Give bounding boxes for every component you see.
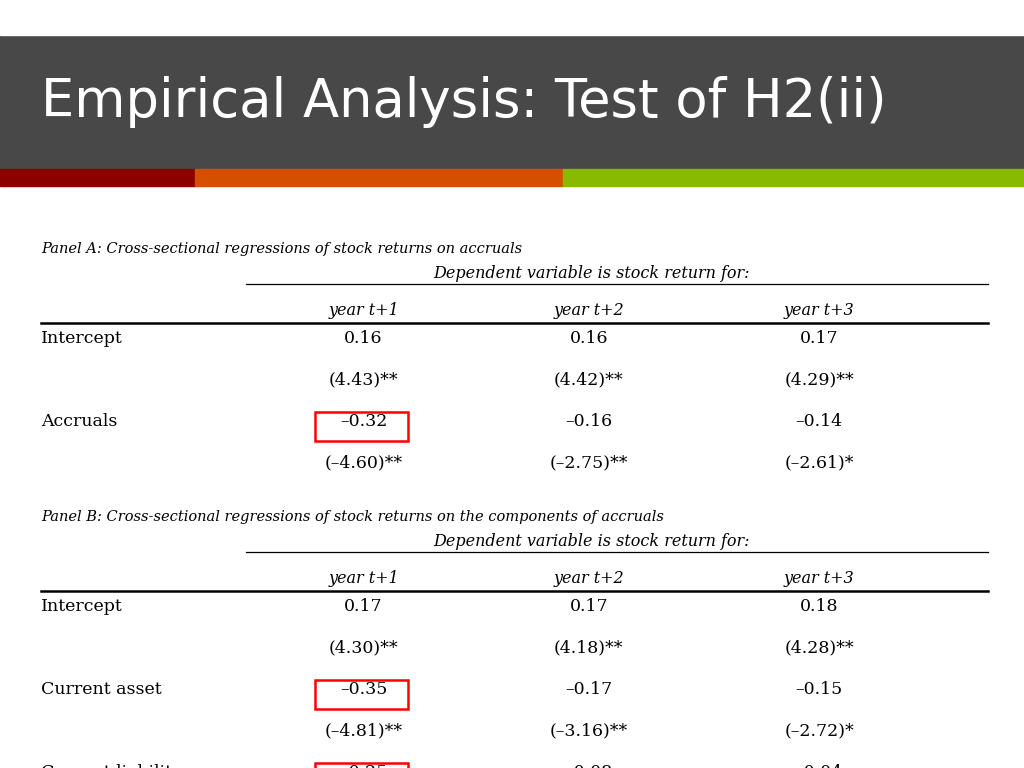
Text: year t+2: year t+2 bbox=[554, 302, 624, 319]
Text: –0.04: –0.04 bbox=[796, 764, 843, 768]
Text: 0.18: 0.18 bbox=[800, 598, 839, 615]
Text: 0.16: 0.16 bbox=[569, 330, 608, 347]
Text: (–3.16)**: (–3.16)** bbox=[550, 723, 628, 740]
Text: 0.17: 0.17 bbox=[344, 598, 383, 615]
Text: (4.29)**: (4.29)** bbox=[784, 372, 854, 389]
Text: Current asset: Current asset bbox=[41, 681, 162, 698]
Text: Intercept: Intercept bbox=[41, 330, 123, 347]
Text: Panel A: Cross-sectional regressions of stock returns on accruals: Panel A: Cross-sectional regressions of … bbox=[41, 242, 522, 256]
Text: (4.42)**: (4.42)** bbox=[554, 372, 624, 389]
Text: –0.16: –0.16 bbox=[565, 413, 612, 430]
Text: 0.16: 0.16 bbox=[344, 330, 383, 347]
Text: year t+3: year t+3 bbox=[784, 570, 854, 587]
Text: 0.17: 0.17 bbox=[800, 330, 839, 347]
Text: (4.28)**: (4.28)** bbox=[784, 640, 854, 657]
Text: –0.32: –0.32 bbox=[340, 413, 387, 430]
Text: year t+1: year t+1 bbox=[329, 570, 398, 587]
Text: (4.30)**: (4.30)** bbox=[329, 640, 398, 657]
Text: Empirical Analysis: Test of H2(ii): Empirical Analysis: Test of H2(ii) bbox=[41, 76, 887, 127]
Text: year t+1: year t+1 bbox=[329, 302, 398, 319]
Text: Intercept: Intercept bbox=[41, 598, 123, 615]
Text: –0.15: –0.15 bbox=[796, 681, 843, 698]
Text: (–4.81)**: (–4.81)** bbox=[325, 723, 402, 740]
Text: –0.35: –0.35 bbox=[340, 681, 387, 698]
Text: –0.14: –0.14 bbox=[796, 413, 843, 430]
Text: Accruals: Accruals bbox=[41, 413, 118, 430]
Text: 0.17: 0.17 bbox=[569, 598, 608, 615]
Text: –0.17: –0.17 bbox=[565, 681, 612, 698]
Text: –0.25: –0.25 bbox=[340, 764, 387, 768]
Text: year t+2: year t+2 bbox=[554, 570, 624, 587]
Text: Dependent variable is stock return for:: Dependent variable is stock return for: bbox=[433, 533, 750, 550]
Text: year t+3: year t+3 bbox=[784, 302, 854, 319]
Text: Dependent variable is stock return for:: Dependent variable is stock return for: bbox=[433, 265, 750, 282]
Text: (4.18)**: (4.18)** bbox=[554, 640, 624, 657]
Text: (4.43)**: (4.43)** bbox=[329, 372, 398, 389]
Text: Panel B: Cross-sectional regressions of stock returns on the components of accru: Panel B: Cross-sectional regressions of … bbox=[41, 510, 664, 524]
Text: (–2.61)*: (–2.61)* bbox=[784, 455, 854, 472]
Text: Current liability: Current liability bbox=[41, 764, 182, 768]
Text: –0.08: –0.08 bbox=[565, 764, 612, 768]
Text: (–2.72)*: (–2.72)* bbox=[784, 723, 854, 740]
Text: (–2.75)**: (–2.75)** bbox=[550, 455, 628, 472]
Text: (–4.60)**: (–4.60)** bbox=[325, 455, 402, 472]
